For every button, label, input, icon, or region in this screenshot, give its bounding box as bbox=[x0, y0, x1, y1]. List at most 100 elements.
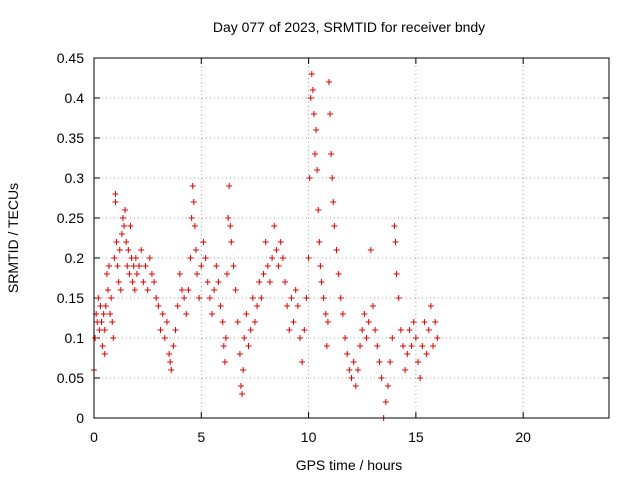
data-point bbox=[161, 335, 168, 341]
data-point bbox=[313, 127, 320, 133]
data-point bbox=[127, 223, 134, 229]
data-point bbox=[317, 263, 324, 269]
data-point bbox=[324, 319, 331, 325]
data-point bbox=[237, 383, 244, 389]
data-point bbox=[220, 343, 227, 349]
data-point bbox=[363, 335, 370, 341]
data-point bbox=[225, 215, 232, 221]
data-point bbox=[275, 263, 282, 269]
data-point bbox=[236, 351, 243, 357]
data-point bbox=[423, 351, 430, 357]
data-point bbox=[346, 367, 353, 373]
data-point bbox=[113, 239, 120, 245]
data-point bbox=[410, 319, 417, 325]
data-point bbox=[107, 311, 114, 317]
data-point bbox=[146, 255, 153, 261]
data-point bbox=[170, 343, 177, 349]
x-axis-label: GPS time / hours bbox=[296, 457, 403, 473]
data-point bbox=[320, 295, 327, 301]
data-point bbox=[331, 223, 338, 229]
data-point bbox=[243, 311, 250, 317]
data-point bbox=[395, 295, 402, 301]
data-point bbox=[264, 263, 271, 269]
data-point bbox=[350, 359, 357, 365]
data-point bbox=[95, 295, 102, 301]
data-point bbox=[104, 287, 111, 293]
data-point bbox=[333, 247, 340, 253]
data-point bbox=[389, 335, 396, 341]
data-point bbox=[112, 191, 119, 197]
data-point bbox=[397, 327, 404, 333]
data-point bbox=[367, 247, 374, 253]
data-point bbox=[187, 255, 194, 261]
data-point bbox=[277, 239, 284, 245]
data-point bbox=[132, 255, 139, 261]
y-tick-label: 0 bbox=[76, 410, 84, 426]
data-point bbox=[329, 175, 336, 181]
data-point bbox=[260, 271, 267, 277]
data-point bbox=[222, 335, 229, 341]
data-point bbox=[402, 367, 409, 373]
data-point bbox=[348, 375, 355, 381]
data-point bbox=[323, 343, 330, 349]
data-point bbox=[337, 295, 344, 301]
data-point bbox=[284, 303, 291, 309]
data-point bbox=[194, 271, 200, 277]
data-point bbox=[92, 335, 99, 341]
data-point bbox=[106, 263, 113, 269]
data-point bbox=[303, 295, 310, 301]
data-point bbox=[266, 279, 273, 285]
data-point bbox=[312, 151, 319, 157]
x-tick-label: 0 bbox=[90, 429, 98, 445]
data-point bbox=[387, 359, 394, 365]
data-point bbox=[408, 343, 415, 349]
y-tick-label: 0.2 bbox=[65, 250, 85, 266]
data-point bbox=[297, 335, 303, 341]
data-point bbox=[328, 151, 335, 157]
data-point bbox=[288, 295, 295, 301]
data-point bbox=[221, 359, 228, 365]
data-point bbox=[101, 351, 108, 357]
data-point bbox=[258, 295, 265, 301]
data-point bbox=[108, 295, 115, 301]
data-point bbox=[425, 327, 432, 333]
data-point bbox=[400, 343, 406, 349]
data-point bbox=[181, 295, 188, 301]
data-point bbox=[241, 335, 248, 341]
y-tick-label: 0.3 bbox=[65, 170, 85, 186]
data-point bbox=[178, 287, 185, 293]
data-point bbox=[198, 263, 205, 269]
data-point bbox=[151, 279, 158, 285]
data-point bbox=[153, 295, 160, 301]
data-point bbox=[391, 223, 398, 229]
data-point bbox=[374, 343, 381, 349]
data-point bbox=[111, 255, 118, 261]
data-point bbox=[417, 375, 424, 381]
data-point bbox=[254, 303, 261, 309]
data-point bbox=[96, 327, 103, 333]
x-tick-label: 15 bbox=[408, 429, 424, 445]
data-point bbox=[189, 183, 196, 189]
data-point bbox=[131, 287, 138, 293]
data-point bbox=[148, 271, 155, 277]
data-point bbox=[157, 327, 164, 333]
data-point bbox=[185, 287, 192, 293]
data-point bbox=[215, 279, 222, 285]
data-point bbox=[262, 239, 269, 245]
data-point bbox=[103, 271, 110, 277]
data-point bbox=[168, 367, 175, 373]
data-point bbox=[114, 263, 121, 269]
data-point bbox=[138, 247, 145, 253]
data-point bbox=[249, 295, 256, 301]
data-point bbox=[183, 311, 190, 317]
data-point bbox=[200, 239, 207, 245]
data-point bbox=[202, 255, 209, 261]
data-point bbox=[256, 279, 263, 285]
data-point bbox=[306, 175, 313, 181]
data-point bbox=[119, 215, 126, 221]
data-point bbox=[245, 343, 252, 349]
data-points bbox=[91, 71, 441, 421]
data-point bbox=[209, 311, 216, 317]
data-point bbox=[163, 319, 170, 325]
data-point bbox=[376, 359, 383, 365]
